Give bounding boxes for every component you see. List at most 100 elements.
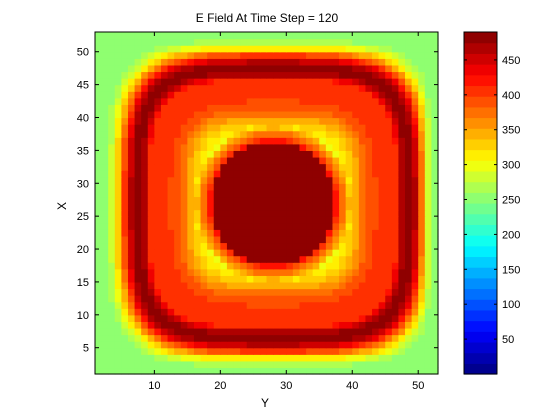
heatmap-cell	[339, 235, 347, 244]
heatmap-cell	[292, 341, 301, 349]
heatmap-cell	[240, 150, 248, 158]
heatmap-cell	[273, 104, 281, 112]
heatmap-cells	[95, 32, 439, 375]
heatmap-cell	[339, 45, 347, 53]
heatmap-cell	[418, 78, 426, 86]
heatmap-cell	[240, 367, 248, 375]
heatmap-cell	[273, 268, 281, 276]
heatmap-cell	[273, 334, 281, 342]
heatmap-cell	[101, 196, 109, 204]
heatmap-cell	[306, 268, 314, 276]
heatmap-cell	[174, 156, 182, 165]
heatmap-cell	[424, 249, 433, 257]
heatmap-cell	[273, 367, 281, 375]
heatmap-cell	[345, 308, 353, 316]
heatmap-cell	[174, 32, 182, 40]
heatmap-cell	[121, 45, 129, 53]
heatmap-cell	[174, 235, 182, 244]
heatmap-cell	[431, 130, 439, 138]
heatmap-cell	[372, 367, 380, 375]
heatmap-cell	[273, 209, 281, 217]
heatmap-cell	[385, 64, 393, 73]
heatmap-cell	[95, 130, 103, 138]
heatmap-cell	[121, 341, 129, 349]
heatmap-cell	[418, 314, 426, 322]
heatmap-cell	[424, 78, 433, 86]
heatmap-cell	[319, 262, 327, 270]
heatmap-cell	[358, 327, 367, 336]
heatmap-cell	[200, 170, 208, 178]
heatmap-cell	[95, 249, 103, 257]
heatmap-cell	[411, 156, 419, 165]
heatmap-cell	[325, 295, 334, 303]
heatmap-cell	[398, 314, 406, 322]
heatmap-cell	[154, 64, 162, 73]
heatmap-cell	[286, 170, 294, 178]
heatmap-cell	[332, 321, 340, 329]
heatmap-cell	[312, 183, 320, 191]
heatmap-cell	[147, 229, 155, 237]
heatmap-cell	[299, 249, 307, 257]
heatmap-cell	[207, 143, 215, 151]
heatmap-cell	[127, 58, 136, 66]
heatmap-cell	[174, 137, 182, 145]
heatmap-cell	[127, 137, 136, 145]
heatmap-cell	[431, 242, 439, 250]
heatmap-cell	[391, 314, 400, 322]
heatmap-cell	[160, 176, 169, 184]
heatmap-cell	[332, 203, 340, 211]
heatmap-cell	[306, 308, 314, 316]
heatmap-cell	[108, 84, 116, 92]
heatmap-cell	[332, 255, 340, 263]
heatmap-cell	[398, 327, 406, 336]
heatmap-cell	[220, 137, 228, 145]
heatmap-cell	[424, 327, 433, 336]
heatmap-cell	[121, 347, 129, 355]
colorbar-frame	[463, 31, 498, 375]
heatmap-cell	[365, 268, 373, 276]
heatmap-cell	[101, 97, 109, 105]
heatmap-cell	[174, 360, 182, 369]
heatmap-cell	[127, 222, 136, 230]
heatmap-cell	[95, 203, 103, 211]
heatmap-cell	[352, 222, 360, 230]
heatmap-cell	[121, 38, 129, 46]
heatmap-cell	[279, 196, 287, 204]
heatmap-cell	[411, 196, 419, 204]
heatmap-cell	[259, 209, 268, 217]
heatmap-cell	[220, 117, 228, 125]
heatmap-cell	[319, 249, 327, 257]
heatmap-cell	[378, 314, 386, 322]
heatmap-cell	[319, 216, 327, 224]
heatmap-cell	[226, 124, 235, 132]
heatmap-cell	[207, 281, 215, 290]
heatmap-cell	[352, 58, 360, 66]
heatmap-cell	[398, 183, 406, 191]
heatmap-cell	[200, 301, 208, 309]
heatmap-cell	[167, 281, 175, 290]
heatmap-cell	[391, 235, 400, 244]
heatmap-cell	[378, 124, 386, 132]
colorbar-band	[464, 213, 497, 225]
heatmap-cell	[411, 203, 419, 211]
heatmap-cell	[147, 137, 155, 145]
heatmap-cell	[339, 170, 347, 178]
heatmap-cell	[266, 124, 274, 132]
heatmap-cell	[240, 104, 248, 112]
heatmap-cell	[134, 229, 142, 237]
heatmap-cell	[253, 45, 261, 53]
heatmap-cell	[147, 78, 155, 86]
heatmap-cell	[385, 360, 393, 369]
heatmap-cell	[95, 163, 103, 171]
heatmap-cell	[312, 341, 320, 349]
heatmap-cell	[253, 196, 261, 204]
heatmap-cell	[233, 143, 241, 151]
heatmap-cell	[187, 183, 195, 191]
heatmap-cell	[180, 275, 188, 283]
heatmap-cell	[319, 58, 327, 66]
heatmap-cell	[121, 143, 129, 151]
heatmap-cell	[108, 301, 116, 309]
heatmap-cell	[352, 84, 360, 92]
heatmap-cell	[180, 137, 188, 145]
